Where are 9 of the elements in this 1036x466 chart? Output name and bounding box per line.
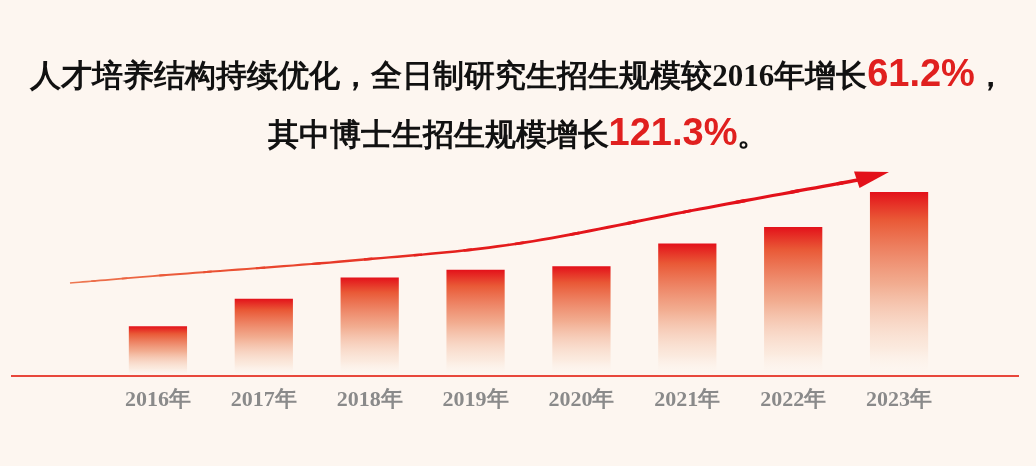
x-tick-label: 2019年 bbox=[442, 385, 509, 411]
x-tick-label: 2017年 bbox=[230, 385, 297, 411]
x-tick-label: 2022年 bbox=[760, 385, 827, 411]
x-tick-label: 2020年 bbox=[548, 385, 615, 411]
x-tick-label: 2016年 bbox=[124, 385, 191, 411]
x-tick-label: 2023年 bbox=[866, 385, 933, 411]
x-tick-label: 2018年 bbox=[336, 385, 403, 411]
x-tick-label: 2021年 bbox=[654, 385, 721, 411]
chart-title: 人才培养结构持续优化，全日制研究生招生规模较2016年增长61.2%，其中博士生招生规模增长121.3%。 bbox=[30, 52, 1006, 153]
